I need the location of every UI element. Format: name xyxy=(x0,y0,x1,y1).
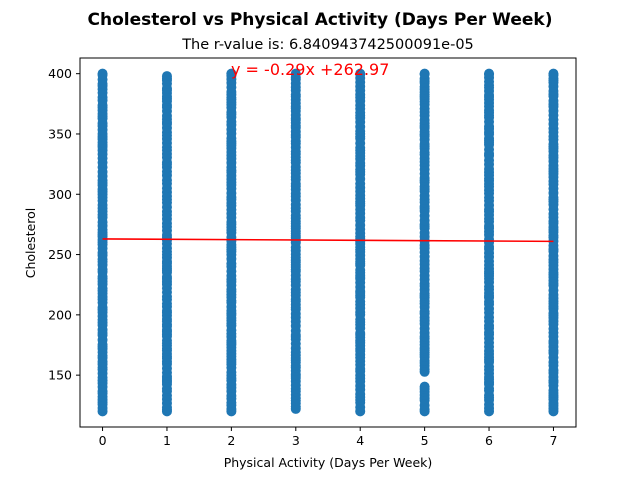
chart-title: Cholesterol vs Physical Activity (Days P… xyxy=(88,10,553,30)
chart-subtitle: The r-value is: 6.840943742500091e-05 xyxy=(181,37,474,53)
plot-frame xyxy=(79,57,577,428)
scatter-series-3 xyxy=(290,68,301,414)
scatter-series-2 xyxy=(226,68,237,417)
scatter-point xyxy=(226,68,237,79)
scatter-series-1 xyxy=(161,71,172,417)
y-tick-label: 200 xyxy=(48,307,72,322)
x-tick-label: 5 xyxy=(421,433,429,448)
x-tick-label: 2 xyxy=(227,433,235,448)
scatter-point xyxy=(290,68,301,79)
x-tick-label: 7 xyxy=(549,433,557,448)
y-tick-label: 400 xyxy=(48,66,72,81)
x-tick-label: 3 xyxy=(292,433,300,448)
scatter-series-4 xyxy=(355,68,366,417)
y-axis-label: Cholesterol xyxy=(23,208,38,279)
y-axis: 150 200 250 300 350 400 xyxy=(48,66,80,383)
x-tick-label: 0 xyxy=(99,433,107,448)
x-axis-label: Physical Activity (Days Per Week) xyxy=(224,455,433,470)
scatter-point xyxy=(419,68,430,79)
scatter-point xyxy=(419,381,430,392)
y-tick-label: 300 xyxy=(48,187,72,202)
x-tick-label: 4 xyxy=(356,433,364,448)
regression-line xyxy=(102,238,554,243)
y-tick-label: 350 xyxy=(48,126,72,141)
x-tick-label: 1 xyxy=(163,433,171,448)
scatter-point xyxy=(161,71,172,82)
scatter-series-0 xyxy=(97,68,108,417)
y-tick-label: 250 xyxy=(48,247,72,262)
scatter-series-5 xyxy=(419,68,430,417)
plot-area xyxy=(97,68,559,417)
scatter-series-6 xyxy=(484,68,495,417)
scatter-series-7 xyxy=(548,68,559,417)
scatter-point xyxy=(97,68,108,79)
scatter-point xyxy=(355,68,366,79)
y-tick-label: 150 xyxy=(48,368,72,383)
scatter-point xyxy=(484,68,495,79)
x-axis: 0 1 2 3 4 5 6 7 xyxy=(99,427,557,448)
scatter-point xyxy=(548,68,559,79)
x-tick-label: 6 xyxy=(485,433,493,448)
regression-equation: y = -0.29x +262.97 xyxy=(231,60,389,79)
